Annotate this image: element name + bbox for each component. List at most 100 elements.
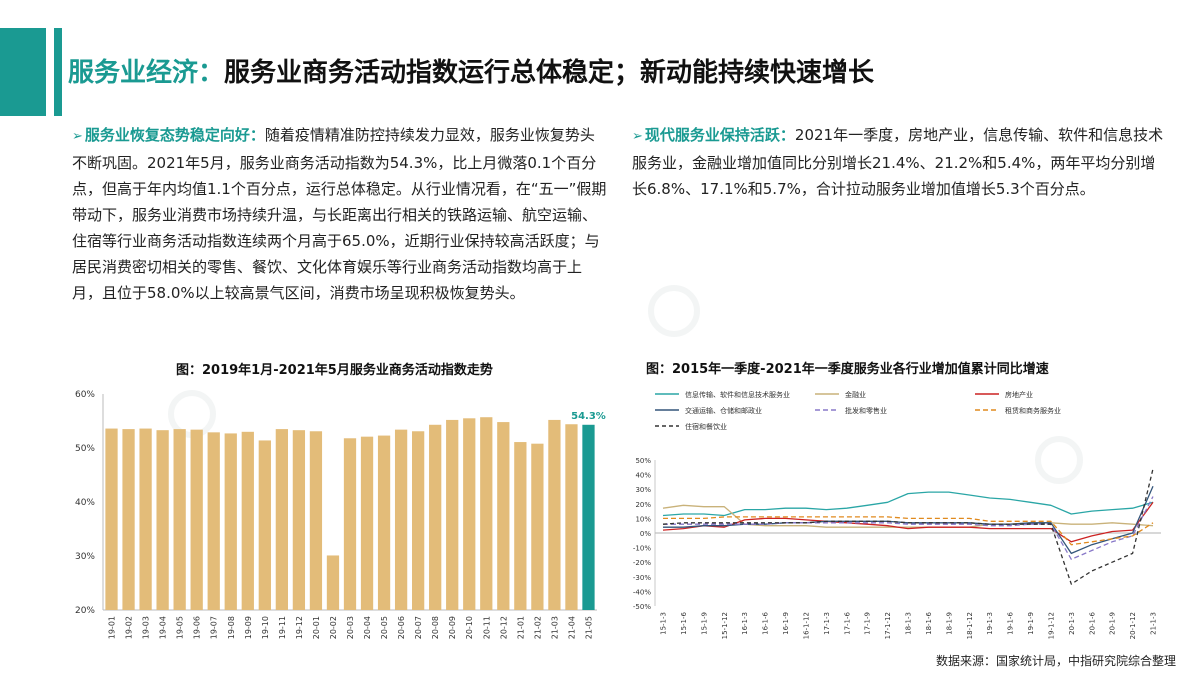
bar-19-02 bbox=[122, 429, 135, 610]
y-tick-label: 10% bbox=[635, 515, 651, 523]
bar-21-02 bbox=[531, 443, 544, 610]
x-tick-label: 20-1-9 bbox=[1109, 612, 1117, 635]
x-tick-label: 19-11 bbox=[278, 616, 287, 639]
header-accent-block bbox=[0, 28, 46, 116]
legend-label: 批发和零售业 bbox=[845, 406, 887, 415]
x-tick-label: 16-1-12 bbox=[802, 612, 810, 639]
bar-19-10 bbox=[258, 440, 271, 610]
bar-19-12 bbox=[292, 430, 306, 610]
x-tick-label: 18-1-12 bbox=[966, 612, 974, 639]
legend-label: 金融业 bbox=[845, 390, 866, 399]
bar-20-05 bbox=[377, 435, 391, 610]
x-tick-label: 19-05 bbox=[176, 616, 185, 639]
series-line-0 bbox=[662, 491, 1154, 517]
y-tick-label: 20% bbox=[635, 501, 651, 509]
x-tick-label: 15-1-9 bbox=[700, 612, 708, 635]
x-tick-label: 16-1-6 bbox=[762, 611, 770, 634]
x-tick-label: 20-04 bbox=[363, 616, 372, 639]
legend-label: 租赁和商务服务业 bbox=[1005, 406, 1061, 415]
x-tick-label: 21-1-3 bbox=[1150, 612, 1158, 635]
bar-chart-title: 图：2019年1月-2021年5月服务业商务活动指数走势 bbox=[176, 363, 493, 378]
series-line-6 bbox=[662, 468, 1154, 585]
y-tick-label: 0% bbox=[640, 530, 651, 538]
series-line-2 bbox=[662, 501, 1154, 543]
bar-19-08 bbox=[224, 433, 237, 610]
page-title: 服务业经济：服务业商务活动指数运行总体稳定；新动能持续快速增长 bbox=[68, 52, 874, 89]
bar-20-01 bbox=[309, 431, 323, 610]
x-tick-label: 16-1-3 bbox=[741, 612, 749, 635]
x-tick-label: 19-12 bbox=[295, 616, 304, 639]
x-tick-label: 19-04 bbox=[159, 616, 168, 639]
header-accent-stripe bbox=[54, 28, 62, 116]
x-tick-label: 20-01 bbox=[312, 616, 321, 639]
bar-19-01 bbox=[105, 428, 118, 610]
x-tick-label: 19-1-12 bbox=[1047, 612, 1055, 639]
bar-19-04 bbox=[156, 430, 169, 610]
data-source-note: 数据来源：国家统计局，中指研究院综合整理 bbox=[935, 654, 1176, 668]
x-tick-label: 18-1-6 bbox=[925, 611, 933, 634]
y-tick-label: -50% bbox=[633, 603, 651, 611]
series-line-4 bbox=[663, 496, 1154, 560]
x-tick-label: 19-09 bbox=[244, 616, 253, 639]
x-tick-label: 20-02 bbox=[329, 616, 338, 639]
x-tick-label: 19-01 bbox=[108, 616, 117, 639]
bar-19-06 bbox=[190, 429, 203, 610]
line-chart: -50% -40% -30% -20% -10% 0% 10% 20% 30% 40% 50% 15-… bbox=[633, 390, 1161, 639]
x-tick-label: 15-1-12 bbox=[721, 612, 729, 639]
bar-20-06 bbox=[394, 429, 408, 610]
x-tick-label: 15-1-3 bbox=[660, 612, 668, 635]
x-tick-label: 20-03 bbox=[346, 616, 355, 639]
right-paragraph-body: 2021年一季度，房地产业，信息传输、软件和信息技术服务业，金融业增加值同比分别… bbox=[632, 126, 1164, 198]
x-tick-label: 19-03 bbox=[142, 616, 151, 639]
x-tick-label: 20-09 bbox=[448, 616, 457, 639]
x-tick-label: 20-1-12 bbox=[1129, 612, 1137, 639]
x-tick-label: 19-02 bbox=[125, 616, 134, 639]
y-tick-label: 40% bbox=[75, 498, 95, 508]
bar-21-05 bbox=[582, 424, 595, 610]
x-tick-label: 21-02 bbox=[533, 616, 542, 639]
bar-19-07 bbox=[207, 432, 220, 610]
bar-20-10 bbox=[463, 418, 476, 610]
x-tick-label: 19-1-9 bbox=[1027, 612, 1035, 635]
x-tick-label: 21-04 bbox=[567, 616, 576, 639]
bar-20-07 bbox=[412, 431, 425, 610]
x-tick-label: 21-03 bbox=[550, 616, 559, 639]
x-tick-label: 16-1-9 bbox=[782, 612, 790, 635]
x-tick-label: 17-1-6 bbox=[843, 611, 851, 634]
legend-label: 信息传输、软件和信息技术服务业 bbox=[685, 390, 790, 399]
y-tick-label: -10% bbox=[633, 545, 651, 553]
line-chart-title: 图：2015年一季度-2021年一季度服务业各行业增加值累计同比增速 bbox=[646, 362, 1049, 377]
legend-label: 住宿和餐饮业 bbox=[685, 422, 727, 431]
x-tick-label: 20-06 bbox=[397, 616, 406, 639]
left-paragraph-heading: 服务业恢复态势稳定向好： bbox=[72, 126, 265, 144]
x-tick-label: 18-1-9 bbox=[945, 612, 953, 635]
y-tick-label: 50% bbox=[75, 444, 95, 454]
legend-label: 房地产业 bbox=[1005, 390, 1033, 399]
y-tick-label: -20% bbox=[633, 559, 651, 567]
x-tick-label: 17-1-9 bbox=[864, 612, 872, 635]
bar-19-11 bbox=[275, 429, 288, 610]
bar-20-04 bbox=[360, 436, 374, 610]
y-tick-label: 20% bbox=[75, 606, 95, 616]
x-tick-label: 21-01 bbox=[516, 616, 525, 639]
x-tick-label: 20-08 bbox=[431, 616, 440, 639]
x-tick-label: 20-1-6 bbox=[1088, 611, 1096, 634]
x-tick-label: 19-08 bbox=[227, 616, 236, 639]
x-tick-label: 17-1-12 bbox=[884, 612, 892, 639]
x-tick-label: 20-10 bbox=[465, 616, 474, 639]
x-tick-label: 20-07 bbox=[414, 616, 423, 639]
x-tick-label: 19-06 bbox=[193, 616, 202, 639]
bar-20-11 bbox=[480, 417, 493, 610]
y-tick-label: 50% bbox=[635, 457, 651, 465]
x-tick-label: 19-10 bbox=[261, 616, 270, 639]
x-tick-label: 19-1-6 bbox=[1007, 611, 1015, 634]
page-title-rest: 服务业商务活动指数运行总体稳定；新动能持续快速增长 bbox=[224, 58, 875, 88]
x-tick-label: 17-1-3 bbox=[823, 612, 831, 635]
y-tick-label: 30% bbox=[635, 486, 651, 494]
page-title-accent: 服务业经济： bbox=[68, 58, 225, 88]
x-tick-label: 21-05 bbox=[584, 616, 593, 639]
x-tick-label: 15-1-6 bbox=[680, 611, 688, 634]
bar-value-label: 54.3% bbox=[571, 411, 606, 422]
left-paragraph-body: 随着疫情精准防控持续发力显效，服务业恢复势头不断巩固。2021年5月，服务业商务… bbox=[72, 126, 607, 302]
y-tick-label: -30% bbox=[633, 574, 651, 582]
